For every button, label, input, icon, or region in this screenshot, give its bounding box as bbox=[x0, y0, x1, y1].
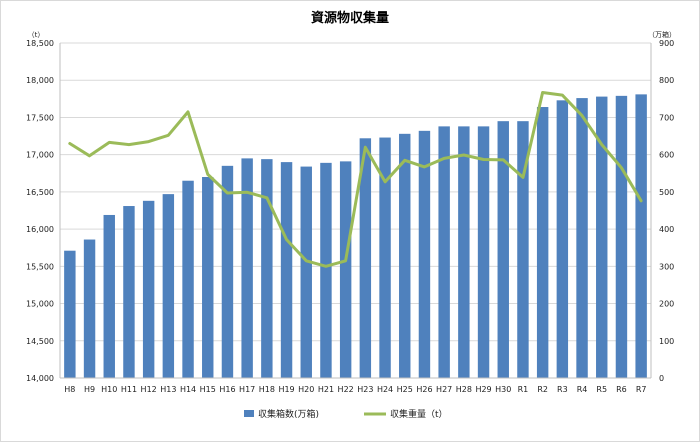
bar bbox=[399, 133, 411, 378]
left-axis-tick-label: 18,500 bbox=[26, 39, 54, 48]
right-axis-unit: （万箱） bbox=[648, 30, 676, 39]
bar bbox=[497, 121, 509, 379]
right-axis-tick-label: 0 bbox=[659, 374, 664, 383]
left-axis-tick-label: 16,000 bbox=[26, 225, 54, 234]
legend-swatch-bar bbox=[244, 410, 254, 417]
bar bbox=[438, 126, 450, 378]
left-axis-tick-label: 15,000 bbox=[26, 300, 54, 309]
x-axis-tick-label: H8 bbox=[64, 385, 75, 394]
x-axis-tick-label: H9 bbox=[84, 385, 95, 394]
x-axis-tick-label: R3 bbox=[557, 385, 568, 394]
x-axis-tick-label: H11 bbox=[121, 385, 137, 394]
bar bbox=[103, 214, 115, 378]
right-axis-tick-label: 300 bbox=[659, 262, 674, 271]
bar bbox=[261, 159, 273, 378]
bar bbox=[142, 200, 155, 378]
bar bbox=[83, 239, 96, 378]
bar bbox=[162, 194, 175, 378]
x-axis-tick-label: H15 bbox=[200, 385, 216, 394]
x-axis-tick-label: H26 bbox=[416, 385, 432, 394]
left-axis-tick-label: 18,000 bbox=[26, 76, 54, 85]
x-axis-tick-label: H14 bbox=[180, 385, 196, 394]
bar bbox=[359, 138, 372, 378]
bar bbox=[477, 126, 490, 378]
left-axis-tick-label: 14,000 bbox=[26, 374, 54, 383]
series-line bbox=[68, 91, 643, 268]
bar bbox=[536, 107, 549, 379]
x-axis-tick-label: H24 bbox=[377, 385, 393, 394]
x-axis-tick-label: H21 bbox=[318, 385, 334, 394]
x-axis-tick-label: R4 bbox=[577, 385, 588, 394]
x-axis-tick-label: H19 bbox=[278, 385, 294, 394]
bar bbox=[418, 130, 431, 378]
right-axis-tick-label: 100 bbox=[659, 337, 674, 346]
bar bbox=[64, 250, 76, 378]
x-axis-tick-label: H13 bbox=[160, 385, 176, 394]
x-axis-tick-label: R5 bbox=[596, 385, 607, 394]
x-axis-tick-label: H27 bbox=[436, 385, 452, 394]
x-axis-tick-label: H18 bbox=[259, 385, 275, 394]
x-axis-tick-label: H30 bbox=[495, 385, 511, 394]
bar bbox=[596, 96, 608, 378]
x-axis-tick-label: H22 bbox=[338, 385, 354, 394]
right-axis-tick-label: 500 bbox=[659, 188, 674, 197]
bar bbox=[576, 98, 588, 378]
x-axis-tick-label: R2 bbox=[537, 385, 548, 394]
bar bbox=[458, 126, 470, 378]
x-axis-tick-label: H28 bbox=[456, 385, 472, 394]
x-axis-tick-label: H20 bbox=[298, 385, 314, 394]
bar bbox=[517, 121, 529, 379]
bar bbox=[339, 161, 352, 378]
legend: 収集箱数(万箱) 収集重量（t） bbox=[244, 408, 448, 420]
left-axis-unit: （t） bbox=[28, 31, 45, 39]
legend-label-bar: 収集箱数(万箱) bbox=[258, 408, 319, 420]
x-axis-tick-label: R1 bbox=[518, 385, 529, 394]
x-axis-tick-label: H16 bbox=[219, 385, 235, 394]
left-axis-tick-label: 17,000 bbox=[26, 151, 54, 160]
x-axis-tick-label: H23 bbox=[357, 385, 373, 394]
x-axis-tick-label: H17 bbox=[239, 385, 255, 394]
x-axis-tick-label: H10 bbox=[101, 385, 117, 394]
bar bbox=[556, 100, 569, 379]
right-axis-tick-label: 400 bbox=[659, 225, 674, 234]
bar bbox=[182, 180, 194, 378]
x-axis-tick-label: H29 bbox=[475, 385, 491, 394]
bar bbox=[300, 166, 312, 378]
bar bbox=[280, 162, 293, 378]
right-axis-tick-label: 800 bbox=[659, 76, 674, 85]
x-axis-tick-label: H25 bbox=[397, 385, 413, 394]
bars-layer bbox=[64, 94, 647, 379]
bar bbox=[379, 137, 391, 378]
left-axis-tick-label: 16,500 bbox=[26, 188, 54, 197]
right-axis-tick-label: 700 bbox=[659, 113, 674, 122]
legend-label-line: 収集重量（t） bbox=[390, 408, 448, 420]
left-axis-tick-label: 14,500 bbox=[26, 337, 54, 346]
x-axis-tick-label: R7 bbox=[636, 385, 647, 394]
chart-title: 資源物収集量 bbox=[311, 10, 389, 26]
bar bbox=[615, 95, 628, 378]
axis-layer: 14,000 14,500 15,000 15,500 16,000 16,500 17,0… bbox=[26, 39, 674, 394]
right-axis-tick-label: 600 bbox=[659, 151, 674, 160]
x-axis-tick-label: R6 bbox=[616, 385, 627, 394]
bar bbox=[241, 158, 253, 378]
left-axis-tick-label: 15,500 bbox=[26, 262, 54, 271]
bar bbox=[123, 206, 135, 378]
bar bbox=[202, 177, 214, 378]
right-axis-tick-label: 200 bbox=[659, 300, 674, 309]
left-axis-tick-label: 17,500 bbox=[26, 113, 54, 122]
bar bbox=[320, 162, 332, 378]
right-axis-tick-label: 900 bbox=[659, 39, 674, 48]
x-axis-tick-label: H12 bbox=[141, 385, 157, 394]
line-layer bbox=[68, 91, 643, 268]
bar bbox=[635, 94, 647, 378]
bar bbox=[221, 165, 234, 378]
